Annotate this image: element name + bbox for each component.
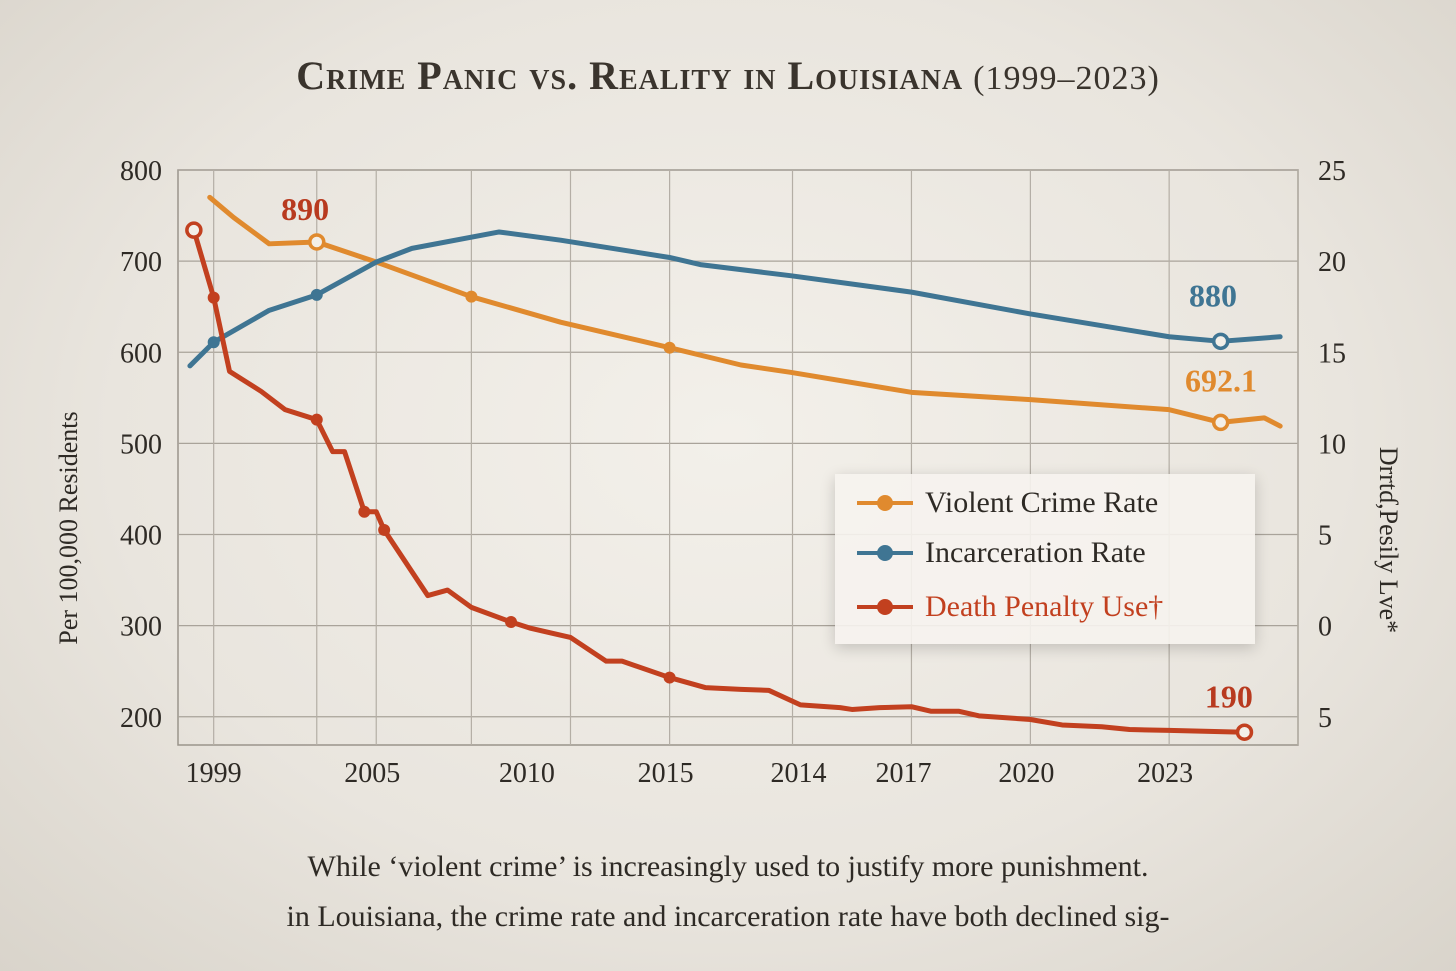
series-lines [185,194,1283,741]
legend-item-violent-crime: Violent Crime Rate [857,486,1158,520]
data-annotation: 692.1 [1185,362,1257,398]
y-axis-label-right: Drrtɗ,Pesily Lve* [1374,447,1403,633]
y-tick-label-left: 300 [120,612,162,643]
series-line [207,194,1283,429]
y-tick-label-left: 200 [120,703,162,734]
data-point-marker [1211,332,1230,351]
series-line [187,229,1283,369]
x-tick-label: 2020 [998,758,1054,789]
x-tick-label: 2010 [499,758,555,789]
legend-item-death-penalty: Death Penalty Use† [857,590,1163,624]
y-tick-label-right: 25 [1318,156,1346,187]
y-tick-label-right: 15 [1318,338,1346,369]
y-tick-label-right: 0 [1318,612,1332,643]
y-tick-label-right: 5 [1318,521,1332,552]
legend-label: Death Penalty Use† [925,590,1164,623]
legend-item-incarceration: Incarceration Rate [857,536,1146,570]
annotations: 890 880 692.1 190 [281,191,1257,715]
data-point-marker [185,221,203,239]
data-point-marker [310,288,323,301]
legend-swatch [857,539,913,567]
caption-line-1: While ‘violent crime’ is increasingly us… [307,850,1149,883]
data-point-marker [1211,413,1230,432]
legend: Violent Crime Rate Incarceration Rate De… [835,474,1255,644]
data-annotation: 880 [1189,278,1237,314]
chart-title: Crime Panic vs. Reality in Louisiana (199… [0,52,1456,99]
data-point-marker [310,413,323,426]
legend-label: Incarceration Rate [925,536,1146,569]
y-tick-label-left: 700 [120,247,162,278]
data-point-marker [378,523,391,536]
caption: While ‘violent crime’ is increasingly us… [0,842,1456,942]
y-tick-label-left: 400 [120,521,162,552]
x-tick-label: 2015 [638,758,694,789]
y-tick-label-right: 20 [1318,247,1346,278]
x-tick-label: 2023 [1137,758,1193,789]
data-point-marker [663,341,676,354]
y-tick-label-right: 5 [1318,703,1332,734]
y-tick-label-left: 500 [120,429,162,460]
x-tick-label: 2017 [876,758,932,789]
title-years: (1999–2023) [973,60,1160,97]
y-tick-label-left: 600 [120,338,162,369]
data-point-marker [505,615,518,628]
series-line [191,227,1247,735]
y-axis-label-left: Per 100,000 Residents [54,411,83,644]
title-main: Crime Panic vs. Reality in Louisiana [296,53,964,98]
y-tick-label-right: 10 [1318,429,1346,460]
data-point-marker [663,671,676,684]
data-point-marker [1235,723,1254,741]
legend-label: Violent Crime Rate [925,486,1159,519]
data-annotation: 190 [1205,679,1253,715]
data-point-marker [308,233,326,251]
legend-swatch [857,489,913,517]
caption-line-2: in Louisiana, the crime rate and incarce… [286,900,1170,933]
legend-swatch [857,593,913,621]
y-tick-label-left: 800 [120,156,162,187]
x-tick-label: 2014 [770,758,826,789]
x-tick-label: 2005 [344,758,400,789]
data-point-marker [207,336,220,349]
data-point-marker [207,291,220,304]
data-point-marker [465,290,478,303]
data-annotation: 890 [281,191,329,227]
data-point-marker [358,505,371,518]
x-tick-label: 1999 [186,758,242,789]
